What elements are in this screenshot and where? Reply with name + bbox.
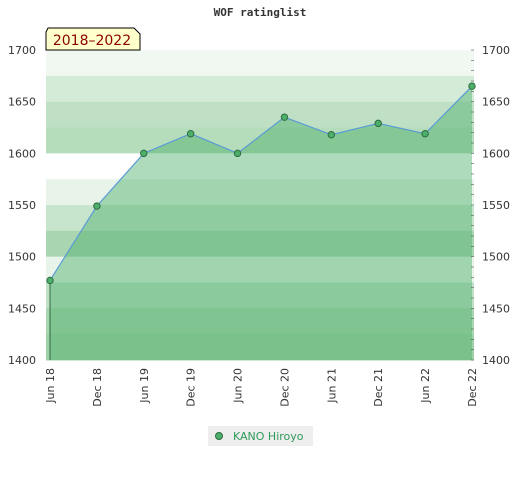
background-band [46,50,474,77]
data-point[interactable] [233,149,242,158]
background-band [46,334,474,361]
y-tick-label-right: 1450 [482,302,510,315]
data-point[interactable] [280,113,289,121]
x-tick-label: Jun 22 [419,368,432,404]
data-point[interactable] [421,130,429,138]
legend-label: KANO Hiroyo [233,430,304,443]
plot-background-bands [46,50,474,361]
series-area-fill [50,86,472,361]
y-tick-label-right: 1700 [482,44,510,57]
period-badge: 2018–2022 [45,27,141,51]
y-tick-label-right: 1500 [482,251,510,264]
background-band [46,205,474,232]
y-tick-label-left: 1650 [8,96,36,109]
data-point[interactable] [46,276,54,285]
background-band [46,75,474,103]
y-tick-label-left: 1400 [8,354,36,367]
x-tick-label: Dec 21 [372,368,385,407]
x-tick-label: Jun 18 [44,368,57,404]
x-tick-label: Jun 21 [325,368,338,404]
legend-box [208,426,313,446]
background-band [46,230,474,258]
data-point[interactable] [468,82,476,90]
period-badge-label: 2018–2022 [53,33,131,49]
legend-marker [215,432,223,440]
y-tick-label-right: 1650 [482,96,510,109]
background-band [46,308,474,335]
data-point[interactable] [186,130,195,138]
y-tick-label-left: 1450 [8,302,36,315]
data-point[interactable] [93,202,101,210]
x-tick-label: Dec 18 [91,368,104,407]
y-tick-label-left: 1500 [8,251,36,264]
x-tick-label: Jun 19 [138,368,151,404]
background-band [46,256,474,283]
background-band [46,153,474,180]
data-point[interactable] [374,119,382,128]
y-tick-label-left: 1550 [8,199,36,212]
background-band [46,127,474,154]
period-badge-shape [45,27,141,51]
x-tick-label: Dec 22 [466,368,479,407]
x-tick-label: Dec 19 [185,368,198,407]
background-band [46,282,474,309]
series-points[interactable] [46,82,476,285]
y-axis-left: 1400 1450 1500 1550 1600 1650 1700 [8,44,36,367]
background-band [46,101,474,128]
chart-title: WOF ratinglist [214,6,307,19]
y-tick-label-right: 1400 [482,354,510,367]
data-point[interactable] [327,131,336,139]
data-point[interactable] [140,149,148,158]
y-tick-label-left: 1600 [8,147,36,160]
y-axis-right: 1400 1450 1500 1550 1600 1650 1700 [471,44,510,367]
series-area [49,85,473,361]
y-tick-label-right: 1550 [482,199,510,212]
legend[interactable]: KANO Hiroyo [208,426,313,446]
y-tick-label-left: 1700 [8,44,36,57]
x-tick-label: Dec 20 [278,368,291,407]
x-axis: Jun 18 Dec 18 Jun 19 Dec 19 Jun 20 Dec 20 Jun … [44,368,479,407]
x-tick-label: Jun 20 [232,368,245,404]
y-tick-label-right: 1600 [482,147,510,160]
series-line [49,85,473,281]
